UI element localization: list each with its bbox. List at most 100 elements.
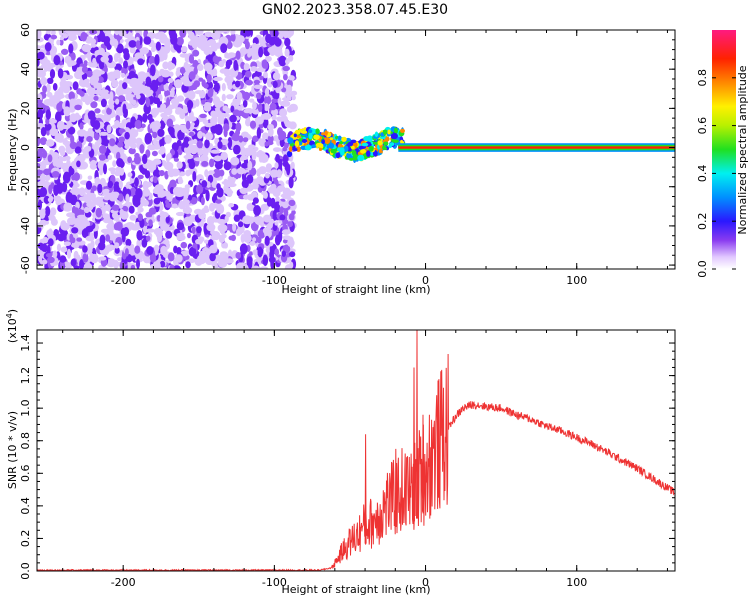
heatmap-cell [252, 182, 259, 190]
heatmap-cell [185, 169, 191, 177]
heatmap-cell [116, 43, 124, 54]
heatmap-cell [400, 128, 405, 133]
heatmap-cell [124, 248, 129, 257]
heatmap-cell [245, 118, 251, 127]
heatmap-cell [94, 176, 101, 186]
heatmap-cell [226, 94, 234, 100]
heatmap-cell [69, 98, 77, 107]
heatmap-cell [63, 241, 71, 246]
heatmap-cell [79, 122, 84, 130]
heatmap-cell [217, 223, 228, 233]
heatmap-cell [139, 144, 145, 154]
heatmap-cell [54, 133, 64, 143]
heatmap-cell [152, 120, 161, 130]
heatmap-cell [242, 215, 253, 225]
heatmap-cell [100, 31, 106, 42]
heatmap-cell [188, 258, 196, 264]
heatmap-cell [83, 78, 90, 83]
heatmap-cell [264, 172, 270, 179]
heatmap-cell [90, 101, 98, 109]
heatmap-cell [41, 243, 48, 251]
colorbar-tick-label: 0.6 [696, 117, 709, 135]
heatmap-cell [114, 120, 120, 127]
heatmap-cell [70, 135, 75, 145]
heatmap-cell [132, 194, 138, 207]
heatmap-cell [214, 124, 223, 136]
heatmap-cell [98, 241, 106, 251]
heatmap-cell [227, 178, 236, 185]
heatmap-cell [199, 113, 207, 119]
heatmap-cell [278, 32, 284, 40]
heatmap-cell [129, 187, 137, 197]
heatmap-cell [118, 193, 124, 202]
heatmap-cell [127, 156, 132, 164]
heatmap-cell [287, 221, 293, 228]
heatmap-cell [88, 95, 94, 103]
heatmap-cell [134, 177, 139, 187]
heatmap-cell [264, 55, 272, 62]
heatmap-cell [252, 197, 259, 204]
y-tick-label: 40 [19, 62, 32, 76]
heatmap-cell [275, 153, 280, 163]
heatmap-cell [103, 163, 107, 175]
heatmap-cell [149, 64, 156, 77]
heatmap-cell [83, 60, 88, 67]
heatmap-cell [264, 103, 269, 112]
heatmap-cell [125, 193, 130, 204]
heatmap-cell [210, 116, 218, 126]
heatmap-cell [233, 59, 238, 72]
colorbar-gradient [712, 30, 736, 269]
heatmap-cell [60, 220, 67, 230]
heatmap-cell [232, 132, 240, 142]
heatmap-cell [145, 76, 152, 87]
heatmap-cell [179, 112, 186, 120]
heatmap-cell [90, 253, 99, 264]
heatmap-cell [213, 82, 220, 93]
heatmap-cell [289, 145, 293, 152]
heatmap-cell [39, 137, 48, 146]
heatmap-cell [220, 251, 229, 261]
heatmap-cell [107, 154, 113, 160]
heatmap-cell [56, 243, 62, 252]
heatmap-cell [82, 245, 88, 253]
heatmap-cell [107, 54, 113, 64]
heatmap-cell [185, 261, 191, 269]
heatmap-cell [137, 58, 145, 66]
heatmap-cell [169, 31, 178, 41]
heatmap-cell [158, 220, 164, 227]
heatmap-cell [137, 213, 143, 221]
heatmap-cell [60, 246, 68, 253]
heatmap-cell [44, 220, 49, 225]
heatmap-cell [281, 250, 286, 257]
heatmap-cell [223, 242, 228, 249]
heatmap-cell [193, 208, 203, 215]
heatmap-cell [368, 145, 374, 152]
heatmap-cell [102, 213, 110, 219]
heatmap-cell [84, 264, 91, 269]
heatmap-cell [263, 95, 272, 105]
colorbar-label: Normalized spectral amplitude [736, 65, 749, 234]
heatmap-cell [101, 109, 107, 115]
heatmap-cell [203, 62, 213, 72]
heatmap-cell [214, 161, 223, 170]
heatmap-cell [171, 142, 179, 152]
heatmap-cell [174, 79, 183, 89]
heatmap-cell [48, 184, 53, 195]
heatmap-cell [374, 131, 379, 138]
spectrogram-heatmap [37, 30, 675, 269]
heatmap-cell [142, 224, 148, 234]
heatmap-cell [56, 39, 61, 46]
heatmap-cell [231, 168, 238, 175]
heatmap-cell [115, 166, 122, 174]
heatmap-cell [195, 184, 204, 194]
heatmap-cell [116, 52, 121, 59]
heatmap-cell [183, 154, 194, 160]
heatmap-cell [230, 156, 240, 166]
heatmap-cell [58, 30, 65, 36]
heatmap-cell [255, 116, 264, 125]
heatmap-cell [64, 155, 71, 161]
heatmap-cell [372, 141, 379, 145]
heatmap-cell [108, 192, 118, 202]
heatmap-cell [165, 230, 173, 239]
heatmap-cell [215, 30, 223, 35]
